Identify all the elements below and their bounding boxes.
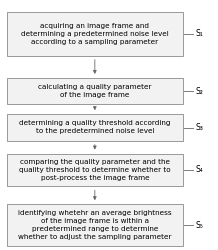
Text: S₃: S₃ xyxy=(195,123,203,132)
Text: S₅: S₅ xyxy=(195,220,203,230)
FancyBboxPatch shape xyxy=(7,78,183,104)
FancyBboxPatch shape xyxy=(7,114,183,140)
Text: S₁: S₁ xyxy=(195,29,203,38)
Text: comparing the quality parameter and the
quality threshold to determine whether t: comparing the quality parameter and the … xyxy=(19,159,171,181)
FancyBboxPatch shape xyxy=(7,154,183,186)
FancyBboxPatch shape xyxy=(7,12,183,56)
Text: S₄: S₄ xyxy=(195,166,203,174)
Text: S₂: S₂ xyxy=(195,87,203,96)
Text: identifying whetehr an average brightness
of the image frame is within a
predete: identifying whetehr an average brightnes… xyxy=(18,210,172,240)
Text: determining a quality threshold according
to the predetermined noise level: determining a quality threshold accordin… xyxy=(19,120,170,134)
Text: acquiring an image frame and
determining a predetermined noise level
according t: acquiring an image frame and determining… xyxy=(21,23,169,45)
FancyBboxPatch shape xyxy=(7,204,183,246)
Text: calculating a quality parameter
of the image frame: calculating a quality parameter of the i… xyxy=(38,84,152,98)
